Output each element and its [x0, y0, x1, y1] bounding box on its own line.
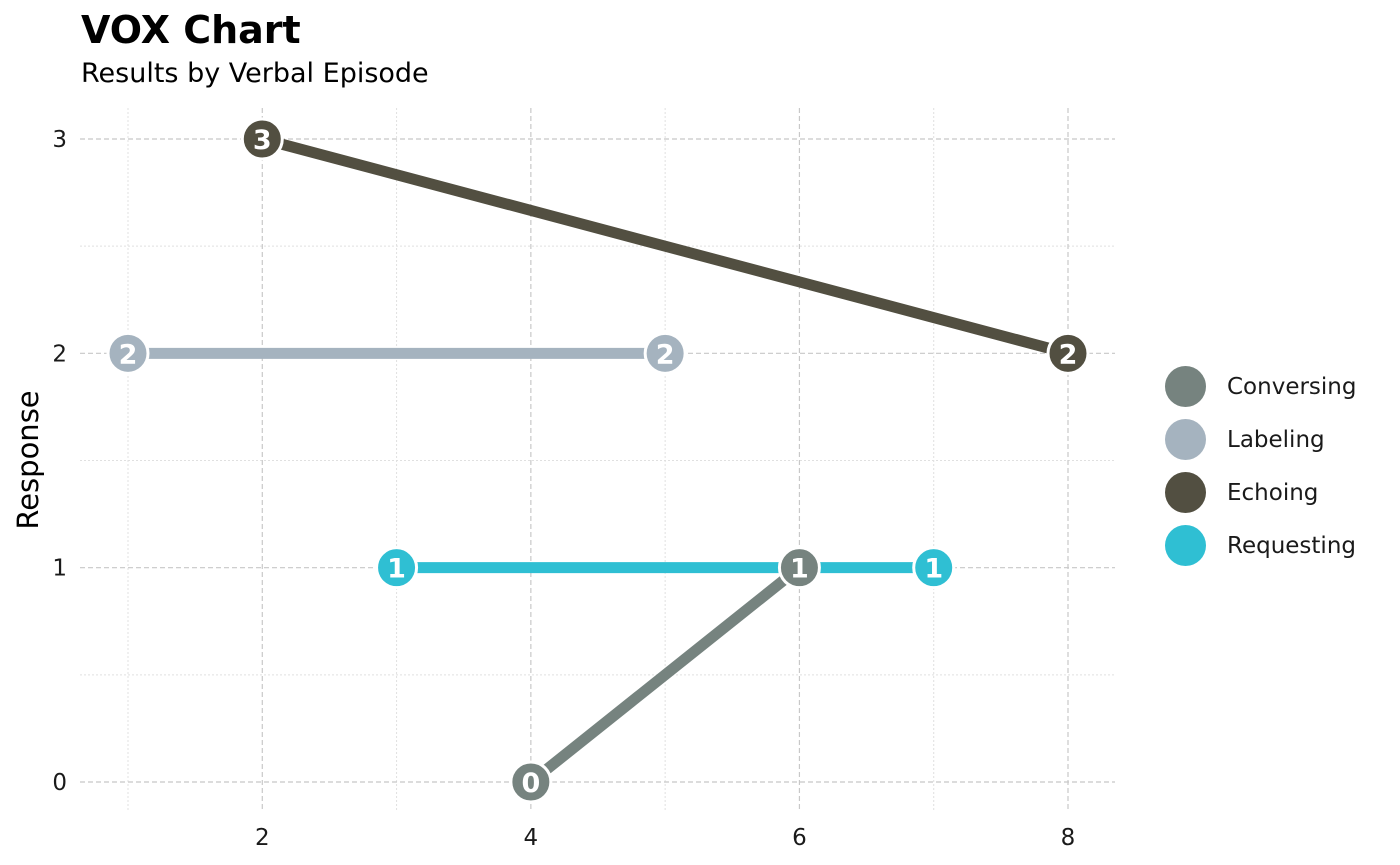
data-label: 0 [521, 768, 540, 799]
series-line-conversing [525, 562, 805, 788]
legend-item-conversing: Conversing [1165, 360, 1356, 413]
data-label: 1 [387, 554, 406, 585]
data-point-requesting [375, 546, 419, 590]
legend-item-requesting: Requesting [1165, 519, 1356, 572]
legend-label: Conversing [1227, 373, 1357, 400]
data-point-labeling [643, 331, 687, 375]
data-label: 2 [656, 339, 675, 370]
y-tick-label: 2 [52, 341, 67, 367]
legend: Conversing Labeling Echoing Requesting [1165, 360, 1356, 572]
data-label: 3 [253, 125, 272, 156]
legend-label: Labeling [1227, 426, 1325, 453]
legend-swatch [1165, 472, 1206, 513]
chart-subtitle: Results by Verbal Episode [81, 58, 429, 89]
data-point-requesting [912, 546, 956, 590]
legend-swatch [1165, 419, 1206, 460]
data-label: 1 [790, 554, 809, 585]
legend-label: Echoing [1227, 479, 1319, 506]
x-tick-label: 4 [524, 825, 539, 851]
data-point-conversing [777, 546, 821, 590]
y-tick-label: 0 [52, 770, 67, 796]
data-label: 2 [1059, 339, 1078, 370]
series-line-echoing [256, 133, 1074, 359]
data-point-echoing [240, 117, 284, 161]
data-label: 2 [119, 339, 138, 370]
legend-swatch [1165, 366, 1206, 407]
x-tick-label: 8 [1061, 825, 1076, 851]
data-point-echoing [1046, 331, 1090, 375]
chart-title: VOX Chart [81, 8, 301, 52]
y-tick-label: 3 [52, 127, 67, 153]
legend-item-labeling: Labeling [1165, 413, 1356, 466]
legend-label: Requesting [1227, 532, 1356, 559]
legend-item-echoing: Echoing [1165, 466, 1356, 519]
x-tick-label: 6 [792, 825, 807, 851]
y-tick-label: 1 [52, 556, 67, 582]
data-point-conversing [509, 760, 553, 804]
data-point-labeling [106, 331, 150, 375]
x-tick-label: 2 [255, 825, 270, 851]
data-label: 1 [924, 554, 943, 585]
legend-swatch [1165, 525, 1206, 566]
